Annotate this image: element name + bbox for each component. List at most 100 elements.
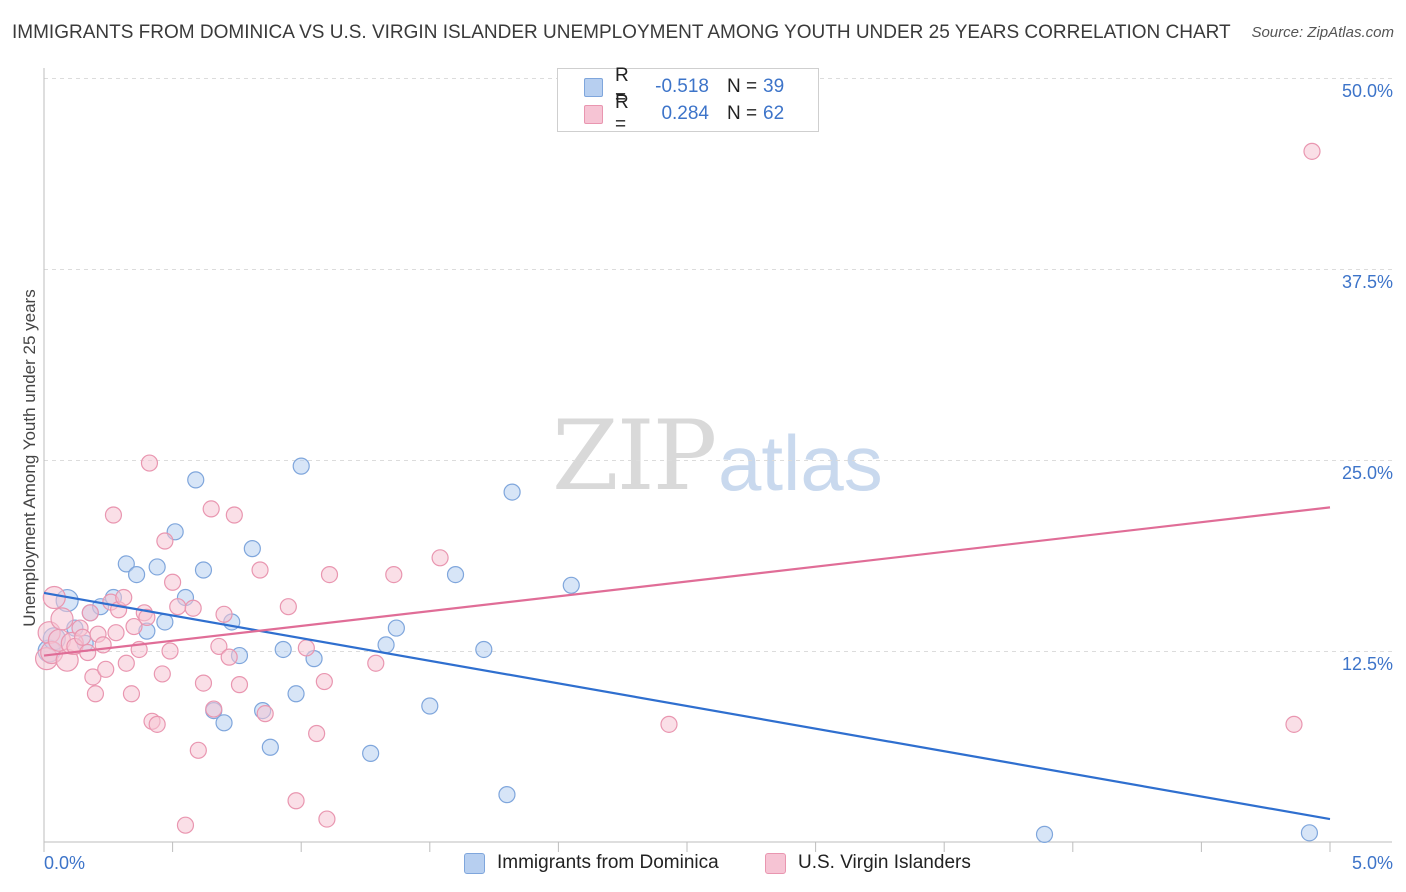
legend-n-value: 62 xyxy=(763,103,785,124)
virgin-islander-point xyxy=(230,676,249,694)
dominica-point xyxy=(1300,824,1319,842)
series-swatch-blue xyxy=(464,852,485,874)
virgin-islander-point xyxy=(385,565,403,584)
legend-row-dominica: R = -0.518 N = 39 xyxy=(584,65,785,108)
dominica-point xyxy=(377,636,395,654)
virgin-islander-point xyxy=(205,700,223,718)
dominica-point xyxy=(187,471,205,489)
dominica-point xyxy=(475,640,493,659)
x-tick-label: 0.0% xyxy=(44,853,85,873)
virgin-islander-point xyxy=(225,506,243,524)
legend-r-label: R = xyxy=(615,92,629,135)
dominica-point xyxy=(292,457,310,475)
dominica-point xyxy=(148,558,166,576)
virgin-islander-point xyxy=(104,506,123,524)
virgin-islander-point xyxy=(320,565,339,584)
dominica-point xyxy=(117,555,135,573)
y-tick-label: 25.0% xyxy=(1342,463,1393,483)
series-legend-item-virgin-islanders: U.S. Virgin Islanders xyxy=(765,852,971,874)
source-credit: Source: ZipAtlas.com xyxy=(1251,24,1394,41)
virgin-islander-point xyxy=(115,588,133,607)
dominica-point xyxy=(194,561,213,579)
tick-labels: 12.5% 25.0% 37.5% 50.0% 0.0% 5.0% xyxy=(44,81,1393,873)
dominica-trend-line xyxy=(43,591,1331,821)
virgin-islander-point xyxy=(189,741,207,759)
legend-swatch-blue xyxy=(584,77,603,97)
virgin-islander-point xyxy=(153,665,171,683)
virgin-islander-point xyxy=(169,598,187,616)
dominica-point xyxy=(1035,825,1054,843)
chart-title: IMMIGRANTS FROM DOMINICA VS U.S. VIRGIN … xyxy=(12,22,1231,43)
virgin-islander-point xyxy=(315,672,333,691)
series-swatch-pink xyxy=(765,852,786,874)
virgin-islander-point xyxy=(256,705,274,723)
virgin-islander-point xyxy=(50,607,74,631)
virgin-islander-point xyxy=(86,685,105,703)
dominica-point xyxy=(156,613,174,631)
dominica-point xyxy=(562,576,580,594)
virgin-islander-point xyxy=(73,628,92,646)
legend-r-label: R = xyxy=(615,65,629,108)
virgin-islander-point xyxy=(431,549,449,567)
virgin-islander-point xyxy=(81,604,99,622)
series-legend-label: U.S. Virgin Islanders xyxy=(798,852,971,873)
virgin-islander-point xyxy=(1303,142,1321,160)
dominica-point xyxy=(498,786,516,804)
virgin-islander-point xyxy=(202,500,220,518)
dominica-point xyxy=(421,697,439,715)
legend-n-value: 39 xyxy=(763,76,785,97)
legend-r-value: -0.518 xyxy=(655,76,709,97)
dominica-point xyxy=(362,744,380,762)
dominica-point xyxy=(446,565,465,584)
dominica-point xyxy=(503,483,521,501)
virgin-islander-point xyxy=(84,668,102,686)
watermark-atlas: atlas xyxy=(718,419,883,507)
dominica-point xyxy=(387,619,405,637)
axes xyxy=(43,68,1392,852)
virgin-islander-point xyxy=(79,643,97,662)
virgin-islander-point xyxy=(117,654,135,672)
dominica-point xyxy=(287,685,305,703)
virgin-islander-point xyxy=(122,685,141,703)
virgin-islander-point xyxy=(138,608,156,626)
legend-n-label: N = xyxy=(727,103,758,124)
legend-swatch-pink xyxy=(584,104,603,124)
dominica-point xyxy=(274,640,292,659)
virgin-islander-point xyxy=(176,816,195,834)
virgin-islander-point xyxy=(279,598,297,616)
virgin-islander-point xyxy=(161,642,179,660)
virgin-islander-point xyxy=(42,585,66,610)
virgin-islander-point xyxy=(297,639,315,657)
virgin-islander-trend-line xyxy=(43,506,1331,657)
virgin-islander-point xyxy=(107,624,125,642)
virgin-islander-point xyxy=(97,660,115,678)
y-tick-label: 12.5% xyxy=(1342,654,1393,674)
series-legend-label: Immigrants from Dominica xyxy=(497,852,719,873)
legend-r-value: 0.284 xyxy=(661,103,709,124)
legend-n-label: N = xyxy=(727,76,758,97)
x-tick-label: 5.0% xyxy=(1352,853,1393,873)
dominica-point xyxy=(127,565,146,584)
virgin-islander-point xyxy=(194,674,213,692)
dominica-point xyxy=(243,540,261,558)
watermark-zip: ZIP xyxy=(552,400,717,512)
virgin-islander-point xyxy=(148,715,166,733)
virgin-islander-point xyxy=(308,724,326,743)
virgin-islander-point xyxy=(140,454,159,472)
virgin-islander-point xyxy=(164,573,182,591)
virgin-islander-point xyxy=(251,561,269,579)
virgin-islander-point xyxy=(215,605,233,623)
dominica-point xyxy=(215,714,233,732)
y-tick-label: 37.5% xyxy=(1342,272,1393,292)
dominica-point xyxy=(261,738,279,756)
virgin-islander-point xyxy=(1285,715,1303,733)
trend-lines xyxy=(43,506,1331,821)
virgin-islander-point xyxy=(184,599,202,617)
series-legend-item-dominica: Immigrants from Dominica xyxy=(464,852,719,874)
series-legend: Immigrants from Dominica U.S. Virgin Isl… xyxy=(0,852,1406,878)
virgin-islander-point xyxy=(125,617,143,636)
virgin-islander-point xyxy=(210,637,228,656)
virgin-islander-point xyxy=(287,792,305,810)
correlation-legend: R = -0.518 N = 39 R = 0.284 N = 62 xyxy=(557,65,819,135)
